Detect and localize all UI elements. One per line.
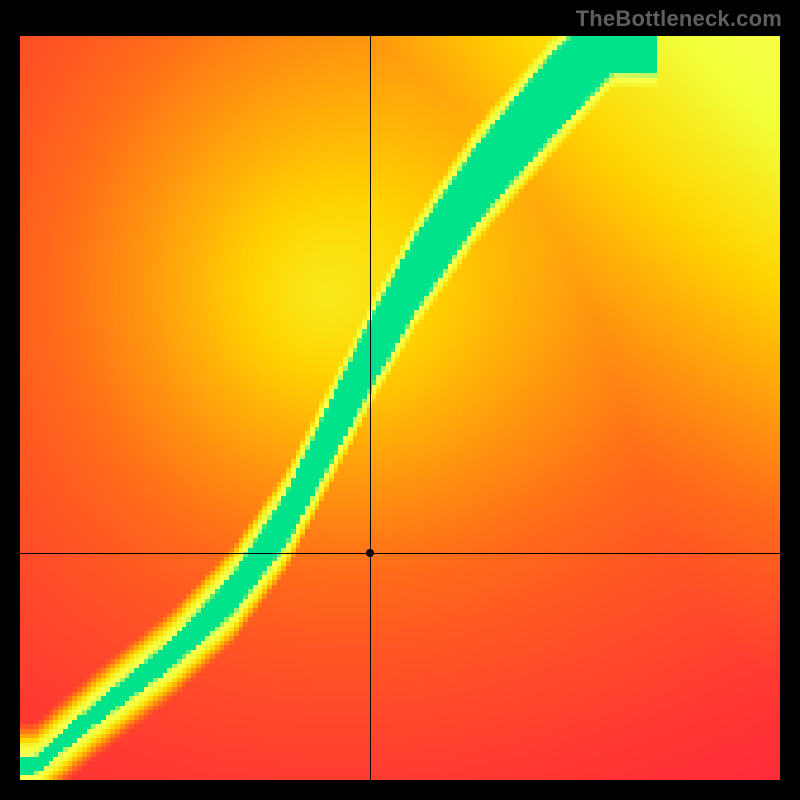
crosshair-marker [366, 549, 374, 557]
heatmap-canvas [20, 36, 780, 780]
chart-page: { "watermark": { "text": "TheBottleneck.… [0, 0, 800, 800]
watermark-text: TheBottleneck.com [576, 6, 782, 32]
heatmap-plot [20, 36, 780, 780]
crosshair-vertical [370, 36, 371, 780]
crosshair-horizontal [20, 553, 780, 554]
